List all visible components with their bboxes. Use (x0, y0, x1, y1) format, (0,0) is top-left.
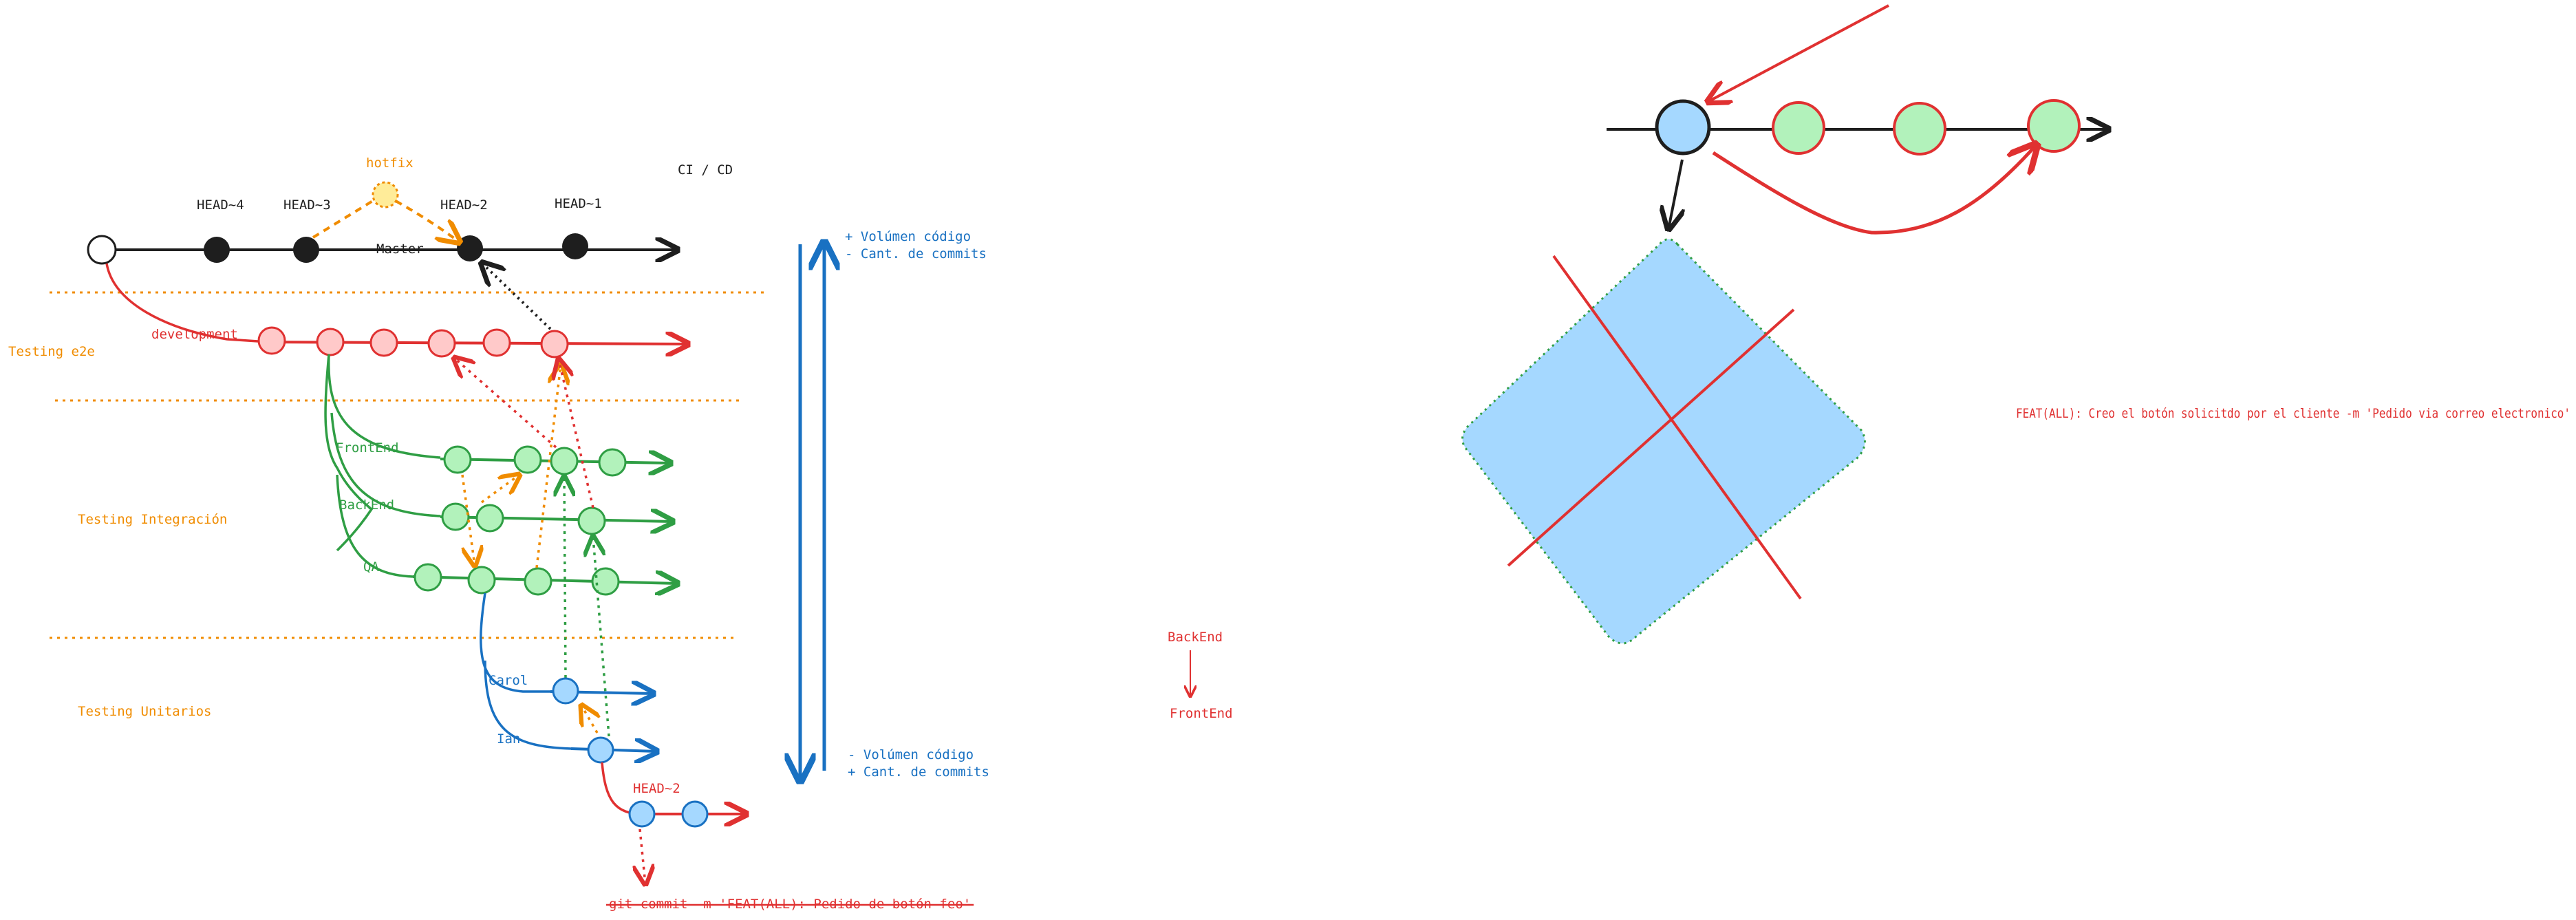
commit-head3[interactable] (293, 237, 319, 263)
zone-label-e2e: Testing e2e (8, 344, 95, 359)
dev-commit[interactable] (427, 329, 456, 358)
skip-arrow (1712, 145, 2037, 235)
label-frontend: FrontEnd (336, 440, 399, 456)
label-frontend-note: FrontEnd (1170, 706, 1233, 721)
dev-commit[interactable] (482, 328, 511, 357)
label-backend-note: BackEnd (1168, 630, 1223, 645)
label-hotfix: hotfix (366, 156, 414, 171)
backend-branch-curve (330, 412, 441, 517)
current-commit[interactable] (1655, 99, 1711, 156)
rebase-diagram: FEAT(ALL): Creo el botón solicitdo por e… (1461, 4, 2570, 645)
label-ci-cd: CI / CD (678, 162, 733, 178)
label-head2: HEAD~2 (440, 197, 488, 213)
discarded-diamond (1461, 238, 1866, 645)
commit-initial[interactable] (87, 235, 117, 265)
cross-line (1552, 255, 1802, 600)
backend-frontend-note: BackEnd FrontEnd (1168, 630, 1233, 721)
merge-arrow-orange (461, 474, 475, 566)
qa-branch-curve (336, 474, 414, 578)
backend-commit[interactable] (475, 504, 504, 533)
backend-commit[interactable] (577, 506, 606, 535)
head2-bottom-commit[interactable] (681, 800, 709, 828)
scale-top-line1: + Volúmen código (845, 229, 971, 244)
frontend-commit[interactable] (443, 445, 472, 474)
qa-commit[interactable] (524, 567, 552, 596)
green-commit[interactable] (2027, 99, 2081, 153)
merge-arrow-orange (480, 475, 519, 504)
label-head3: HEAD~3 (283, 197, 331, 213)
down-arrow (1668, 159, 1682, 229)
label-backend: BackEnd (339, 498, 394, 513)
commit-head1[interactable] (562, 233, 588, 259)
merge-arrow-green (593, 537, 610, 737)
label-head4: HEAD~4 (197, 197, 244, 213)
zone-label-unitarios: Testing Unitarios (78, 704, 211, 719)
backend-branch-line (440, 517, 673, 522)
qa-commit[interactable] (414, 563, 442, 592)
frontend-commit[interactable] (598, 448, 627, 477)
dev-commit[interactable] (257, 326, 286, 355)
merge-arrow-green (564, 477, 566, 678)
dev-commit[interactable] (316, 328, 345, 356)
merge-arrow-red (559, 359, 594, 509)
frontend-commit[interactable] (550, 447, 579, 475)
label-head1: HEAD~1 (555, 196, 602, 211)
scale-bottom-line1: - Volúmen código (848, 747, 974, 762)
head2-bottom-commit[interactable] (628, 800, 656, 828)
label-head2-bottom: HEAD~2 (633, 781, 680, 796)
commit-hotfix[interactable] (372, 181, 399, 208)
cross-line (1507, 308, 1795, 567)
backend-commit[interactable] (441, 502, 470, 531)
scale-top-line2: - Cant. de commits (845, 246, 987, 261)
hotfix-merge-arrow (395, 200, 460, 242)
green-commit[interactable] (1893, 102, 1946, 156)
pointer-arrow (1708, 4, 1889, 102)
development-branch-curve (105, 263, 259, 343)
label-ian: Ian (497, 731, 520, 747)
ian-commit[interactable] (587, 736, 614, 764)
commit-head4[interactable] (204, 237, 230, 263)
dev-commit[interactable] (369, 328, 398, 357)
carol-commit[interactable] (552, 677, 579, 705)
scale-bottom-line2: + Cant. de commits (848, 764, 989, 780)
commit-message-arrow (640, 828, 645, 884)
dev-commit[interactable] (540, 330, 569, 359)
merge-arrow-red (454, 358, 557, 449)
commit-message: FEAT(ALL): Creo el botón solicitdo por e… (2016, 406, 2570, 421)
label-qa: QA (363, 559, 379, 575)
merge-arrow-orange (581, 705, 597, 734)
commit-head2[interactable] (457, 235, 483, 261)
green-commit[interactable] (1772, 101, 1825, 155)
qa-commit[interactable] (591, 567, 620, 596)
frontend-commit[interactable] (513, 445, 542, 474)
frontend-branch-curve (328, 354, 441, 459)
git-flow-diagram: Testing e2e Testing Integración Testing … (8, 156, 989, 912)
label-carol: Carol (489, 673, 528, 688)
label-development: development (151, 327, 238, 342)
zone-label-integracion: Testing Integración (78, 512, 227, 527)
qa-commit[interactable] (467, 566, 496, 595)
green-branch-trunk (324, 354, 374, 552)
ian-branch-curve (484, 660, 572, 750)
dev-to-master-merge-arrow (482, 263, 552, 330)
label-master: Master (376, 242, 424, 257)
